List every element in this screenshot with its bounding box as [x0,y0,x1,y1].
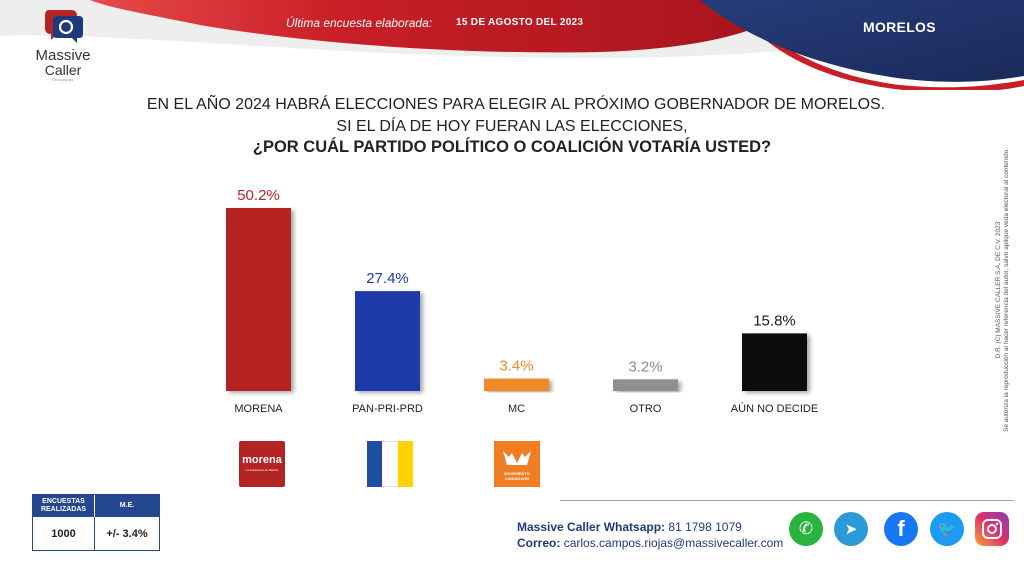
mc-logo-text: MOVIMIENTO CIUDADANO [504,471,530,481]
value-label-2: 3.4% [499,358,533,375]
value-label-3: 3.2% [628,358,662,375]
state-name: MORELOS [863,19,936,35]
last-survey-label: Última encuesta elaborada: [286,16,433,30]
mc-logo: MOVIMIENTO CIUDADANO [494,441,540,487]
prd-logo-segment [397,441,413,487]
stats-header-surveys: ENCUESTAS REALIZADAS [33,495,95,517]
morena-logo-text: morena [242,454,282,466]
pri-logo-segment [382,441,398,487]
massive-caller-logo-icon [45,10,83,43]
whatsapp-icon[interactable]: ✆ [789,512,823,546]
morena-logo: morena La esperanza de México [239,441,285,487]
stats-surveys-value: 1000 [33,517,95,550]
brand-tagline: Encuestas [52,77,74,82]
value-label-1: 27.4% [366,270,409,287]
category-label-2: MC [508,403,525,415]
facebook-icon[interactable]: f [884,512,918,546]
bar-0 [226,208,291,391]
instagram-icon[interactable] [975,512,1009,546]
question-line-2: SI EL DÍA DE HOY FUERAN LAS ELECCIONES, [336,118,688,135]
instagram-glyph-icon [982,519,1002,539]
header-banner [0,0,1024,90]
question-line-1: EN EL AÑO 2024 HABRÁ ELECCIONES PARA ELE… [146,96,886,113]
category-label-3: OTRO [630,403,662,415]
stats-margin-value: +/- 3.4% [106,527,148,540]
copyright-notice: D.R. (C) MASSIVE CALLER S.A. DE C.V. 202… [995,100,1011,480]
category-label-4: AÚN NO DECIDE [731,402,818,415]
bar-1 [355,291,420,391]
telegram-icon[interactable]: ➤ [834,512,868,546]
contact-email: Correo: carlos.campos.riojas@massivecall… [517,536,783,550]
bar-2 [484,378,549,391]
email-address[interactable]: carlos.campos.riojas@massivecaller.com [563,536,784,550]
value-label-0: 50.2% [237,187,280,204]
brand-logo: Massive Caller Encuestas [30,6,96,82]
category-label-1: PAN-PRI-PRD [352,403,423,415]
last-survey-date: 15 DE AGOSTO DEL 2023 [456,17,584,28]
category-label-0: MORENA [234,403,283,415]
stats-value-row: 1000 +/- 3.4% [33,517,159,550]
pan-pri-prd-logo [367,441,413,487]
bar-4 [742,333,807,391]
copyright-line-2: Se autoriza la reproducción al hacer ref… [1003,148,1010,433]
footer-divider [560,500,1014,501]
contact-whatsapp: Massive Caller Whatsapp: 81 1798 1079 [517,520,742,534]
brand-name-2: Caller [44,62,82,78]
email-label: Correo: [517,536,561,550]
morena-logo-subtext: La esperanza de México [245,468,279,472]
stats-header-margin: M.E. [119,502,135,509]
twitter-icon[interactable]: 🐦 [930,512,964,546]
whatsapp-number[interactable]: 81 1798 1079 [668,520,742,534]
value-label-4: 15.8% [753,312,796,329]
copyright-line-1: D.R. (C) MASSIVE CALLER S.A. DE C.V. 202… [995,221,1002,359]
eagle-icon [503,451,531,465]
stats-header-row: ENCUESTAS REALIZADAS M.E. [33,495,159,517]
survey-stats-table: ENCUESTAS REALIZADAS M.E. 1000 +/- 3.4% [32,494,160,551]
pan-logo-segment [367,441,383,487]
whatsapp-label: Massive Caller Whatsapp: [517,520,666,534]
question-line-3: ¿POR CUÁL PARTIDO POLÍTICO O COALICIÓN V… [252,138,772,156]
bar-3 [613,379,678,391]
brand-name: Massive [35,47,91,64]
